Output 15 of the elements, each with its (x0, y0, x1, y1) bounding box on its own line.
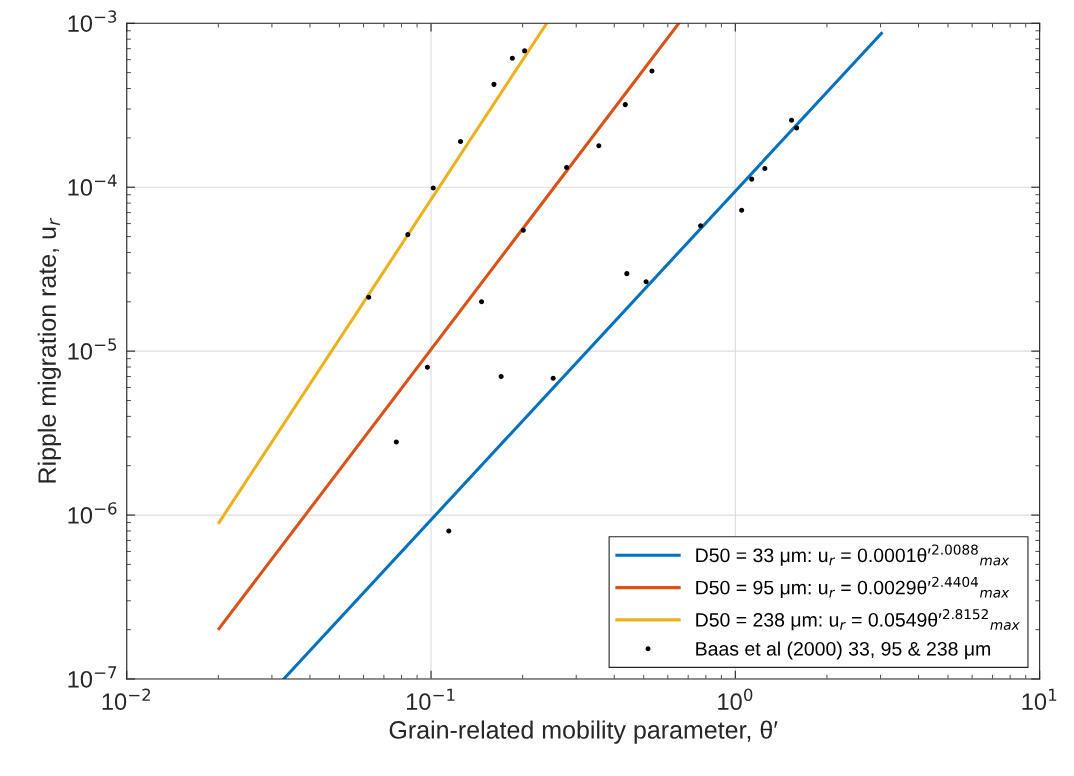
x-tick-label: 10$^{0}$ (718, 688, 753, 711)
legend-label: D50 = 238 μm: u$_{r}$ = 0.0549θ′$^{2.8152}$$_{max}$ (696, 609, 1020, 631)
legend-label: D50 = 33 μm: u$_{r}$ = 0.0001θ′$^{2.0088}$$_{max}$ (696, 544, 1010, 566)
y-axis-title: Ripple migration rate, u$_{r}$ (37, 217, 61, 483)
legend-label: Baas et al (2000) 33, 95 & 238 μm (696, 641, 990, 660)
legend-label: D50 = 95 μm: u$_{r}$ = 0.0029θ′$^{2.4404}$$_{max}$ (696, 576, 1010, 598)
x-tick-label: 10$^{−1}$ (406, 688, 455, 711)
y-tick-label: 10$^{−7}$ (68, 666, 117, 688)
y-tick-label: 10$^{−6}$ (68, 502, 117, 524)
y-tick-label: 10$^{−5}$ (68, 338, 117, 360)
y-tick-label: 10$^{−3}$ (68, 10, 117, 32)
y-tick-label: 10$^{−4}$ (68, 174, 117, 196)
x-tick-label: 10$^{1}$ (1022, 688, 1057, 711)
x-tick-label: 10$^{−2}$ (102, 688, 151, 711)
x-axis-title: Grain-related mobility parameter, θ′ (389, 720, 778, 744)
